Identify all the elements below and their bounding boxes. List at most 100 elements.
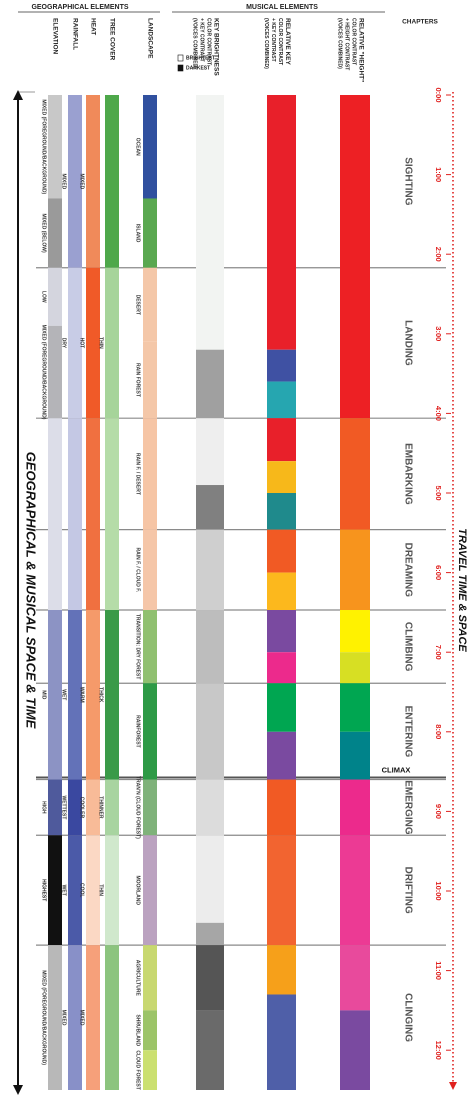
segment <box>267 945 296 995</box>
segment <box>48 610 62 780</box>
segment <box>68 267 82 419</box>
segment-label: ISLAND <box>135 224 141 243</box>
segment <box>340 1010 370 1090</box>
segment <box>196 529 224 611</box>
segment <box>340 835 370 946</box>
column-header: RELATIVE KEY <box>284 18 291 65</box>
segment-label: RAIN F. / DESERT <box>135 453 141 495</box>
column-header: LANDSCAPE <box>146 18 153 59</box>
space-title: GEOGRAPHICAL & MUSICAL SPACE & TIME <box>24 452 39 729</box>
chapter-name: SIGHTING <box>402 157 413 206</box>
segment-label: WET <box>61 689 67 700</box>
segment <box>105 779 119 836</box>
segment-label: DESERT <box>135 295 141 315</box>
segment-label: WETTEST <box>61 795 67 819</box>
segment <box>196 945 224 1011</box>
segment <box>267 835 296 946</box>
segment-label: LOW <box>41 291 47 303</box>
segment-label: WARM <box>79 687 85 703</box>
segment-label: RAIN F. / CLOUD F. <box>135 547 141 592</box>
segment-label: DRY <box>61 338 67 349</box>
column-header: + KEY CONTRAST <box>199 18 205 62</box>
segment <box>340 95 370 419</box>
chapter-name: DREAMING <box>402 543 413 598</box>
segment <box>143 610 157 684</box>
legend-swatch <box>177 64 184 72</box>
segment-label: CLOUD FOREST <box>135 1050 141 1089</box>
segment <box>143 198 157 268</box>
segment <box>105 95 119 268</box>
column-header: KEY BRIGHTNESS <box>212 18 219 76</box>
segment <box>267 95 296 350</box>
segment <box>267 493 296 530</box>
segment <box>86 95 100 268</box>
column-header: RAINFALL <box>71 18 78 50</box>
segment-label: MIXED <box>61 173 67 189</box>
segment <box>143 1010 157 1051</box>
chapter-name: CLIMBING <box>402 622 413 672</box>
column-header: (VOICES COMBINED) <box>263 18 269 69</box>
chapter-name: CLINGING <box>402 993 413 1042</box>
segment-label: THIN <box>98 337 104 349</box>
segment <box>340 610 370 653</box>
segment <box>68 779 82 836</box>
segment <box>143 835 157 946</box>
segment <box>48 779 62 836</box>
segment <box>340 731 370 780</box>
segment <box>143 95 157 199</box>
segment-label: RAINFOREST <box>135 715 141 748</box>
segment-label: HOT <box>79 338 85 349</box>
time-tick-label: 8:00 <box>434 724 443 739</box>
segment-label: HIGHEST <box>41 879 47 901</box>
segment <box>143 418 157 530</box>
segment <box>267 349 296 382</box>
segment <box>196 95 224 350</box>
segment-label: HIGH <box>41 801 47 814</box>
column-header: + KEY CONTRAST <box>270 18 276 62</box>
segment <box>340 683 370 732</box>
time-tick-label: 4:00 <box>434 406 443 421</box>
chapter-name: ENTERING <box>402 706 413 758</box>
segment-label: MIXED (FOREGROUND/BACKGROUND) <box>41 970 47 1065</box>
segment <box>340 529 370 611</box>
segment <box>143 779 157 836</box>
segment <box>196 835 224 923</box>
time-tick-label: 6:00 <box>434 565 443 580</box>
time-tick-label: 3:00 <box>434 326 443 341</box>
segment-label: COOL <box>79 883 85 897</box>
segment <box>86 835 100 946</box>
segment <box>267 994 296 1090</box>
column-header: TREE COVER <box>108 18 115 61</box>
column-header: COLOR CONTRAST <box>206 18 212 65</box>
segment-label: SHRUBLAND <box>135 1014 141 1046</box>
segment-label: THIN <box>98 884 104 896</box>
time-tick-label: 0:00 <box>434 87 443 102</box>
time-tick-label: 2:00 <box>434 247 443 262</box>
segment-label: AGRICULTURE <box>135 960 141 997</box>
column-header: COLOR CONTRAST <box>351 18 357 65</box>
segment-label: MIXED (BELOW) <box>41 214 47 253</box>
segment <box>267 381 296 419</box>
chapter-name: LANDING <box>402 320 413 366</box>
column-header: (VOICES COMBINED) <box>337 18 343 69</box>
time-tick-label: 11:00 <box>434 961 443 980</box>
segment <box>267 779 296 836</box>
column-header: + HEIGHT CONTRAST <box>344 18 350 70</box>
chapter-name: DRIFTING <box>402 867 413 914</box>
column-header: (VOICES COMBINED) <box>192 18 198 69</box>
segment-label: COOLER <box>79 797 85 819</box>
segment-label: MIXED <box>79 173 85 189</box>
segment <box>68 95 82 268</box>
segment <box>340 418 370 530</box>
segment <box>267 529 296 573</box>
segment-label: MIXED <box>79 1010 85 1026</box>
segment <box>143 683 157 780</box>
legend-label: BRIGHTEST <box>186 55 215 61</box>
segment-label: MID <box>41 690 47 700</box>
segment <box>105 835 119 946</box>
column-header: ELEVATION <box>51 18 58 55</box>
time-tick-label: 7:00 <box>434 645 443 660</box>
time-tick-label: 12:00 <box>434 1041 443 1060</box>
column-header: COLOR CONTRAST <box>277 18 283 65</box>
segment <box>143 529 157 611</box>
